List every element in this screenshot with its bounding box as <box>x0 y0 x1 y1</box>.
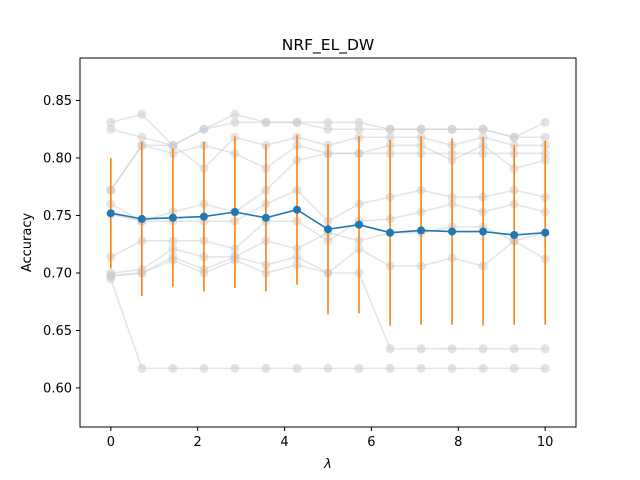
background-point <box>323 124 333 134</box>
background-point <box>354 363 364 373</box>
background-point <box>447 344 457 354</box>
y-tick-label: 0.65 <box>43 324 72 339</box>
mean-point <box>386 228 395 237</box>
y-tick-label: 0.70 <box>43 266 72 281</box>
y-axis-label: Accuracy <box>20 213 35 273</box>
plot-frame <box>79 57 577 428</box>
background-point <box>137 109 147 119</box>
background-point <box>385 363 395 373</box>
background-point <box>509 363 519 373</box>
mean-point <box>261 213 270 222</box>
background-point <box>137 132 147 142</box>
background-point <box>540 117 550 127</box>
background-point <box>540 132 550 142</box>
y-tick-label: 0.85 <box>43 94 72 109</box>
background-point <box>509 344 519 354</box>
background-point <box>199 124 209 134</box>
y-tick-label: 0.60 <box>43 381 72 396</box>
background-point <box>230 109 240 119</box>
background-point <box>385 124 395 134</box>
y-axis: 0.60 0.65 0.70 0.75 0.80 0.85 <box>43 94 80 396</box>
background-point <box>292 117 302 127</box>
background-point <box>416 124 426 134</box>
background-point <box>478 344 488 354</box>
background-point <box>416 363 426 373</box>
x-tick-label: 10 <box>537 435 554 450</box>
background-point <box>199 363 209 373</box>
y-tick-label: 0.75 <box>43 209 72 224</box>
background-point <box>137 363 147 373</box>
mean-point <box>355 220 363 229</box>
background-point <box>323 117 333 127</box>
mean-series-group <box>106 205 550 239</box>
mean-point <box>448 227 457 236</box>
background-point <box>354 124 364 134</box>
background-point <box>447 363 457 373</box>
background-point <box>540 363 550 373</box>
mean-point <box>541 228 550 237</box>
background-point <box>230 363 240 373</box>
background-point <box>292 363 302 373</box>
x-tick-label: 6 <box>367 435 375 450</box>
y-tick-label: 0.80 <box>43 152 72 167</box>
background-point <box>385 132 395 142</box>
background-point <box>540 344 550 354</box>
mean-point <box>168 213 177 222</box>
mean-point <box>510 231 519 239</box>
x-tick-label: 0 <box>107 435 115 450</box>
background-series-11 <box>106 274 550 373</box>
mean-point <box>230 208 239 216</box>
background-point <box>354 117 364 127</box>
mean-point <box>324 225 332 234</box>
x-tick-label: 8 <box>454 435 462 450</box>
background-point <box>106 124 116 134</box>
background-series-2 <box>106 117 550 150</box>
background-point <box>416 344 426 354</box>
background-point <box>261 117 271 127</box>
chart-title: NRF_EL_DW <box>282 36 374 55</box>
background-point <box>106 117 116 127</box>
x-axis: 0 2 4 6 8 10 <box>107 427 554 450</box>
x-tick-label: 2 <box>194 435 202 450</box>
background-point <box>106 274 116 284</box>
background-point <box>323 363 333 373</box>
mean-point <box>199 212 208 221</box>
background-point <box>385 344 395 354</box>
mean-point <box>293 205 301 214</box>
background-point <box>168 363 178 373</box>
background-point <box>447 124 457 134</box>
background-point <box>509 132 519 142</box>
mean-point <box>137 214 146 223</box>
mean-point <box>106 209 115 218</box>
background-point <box>230 117 240 127</box>
background-point <box>168 140 178 150</box>
x-tick-label: 4 <box>280 435 288 450</box>
mean-point <box>417 226 426 235</box>
x-axis-label: λ <box>323 457 332 472</box>
background-point <box>261 363 271 373</box>
background-point <box>478 124 488 134</box>
mean-point <box>479 227 488 236</box>
background-point <box>478 363 488 373</box>
